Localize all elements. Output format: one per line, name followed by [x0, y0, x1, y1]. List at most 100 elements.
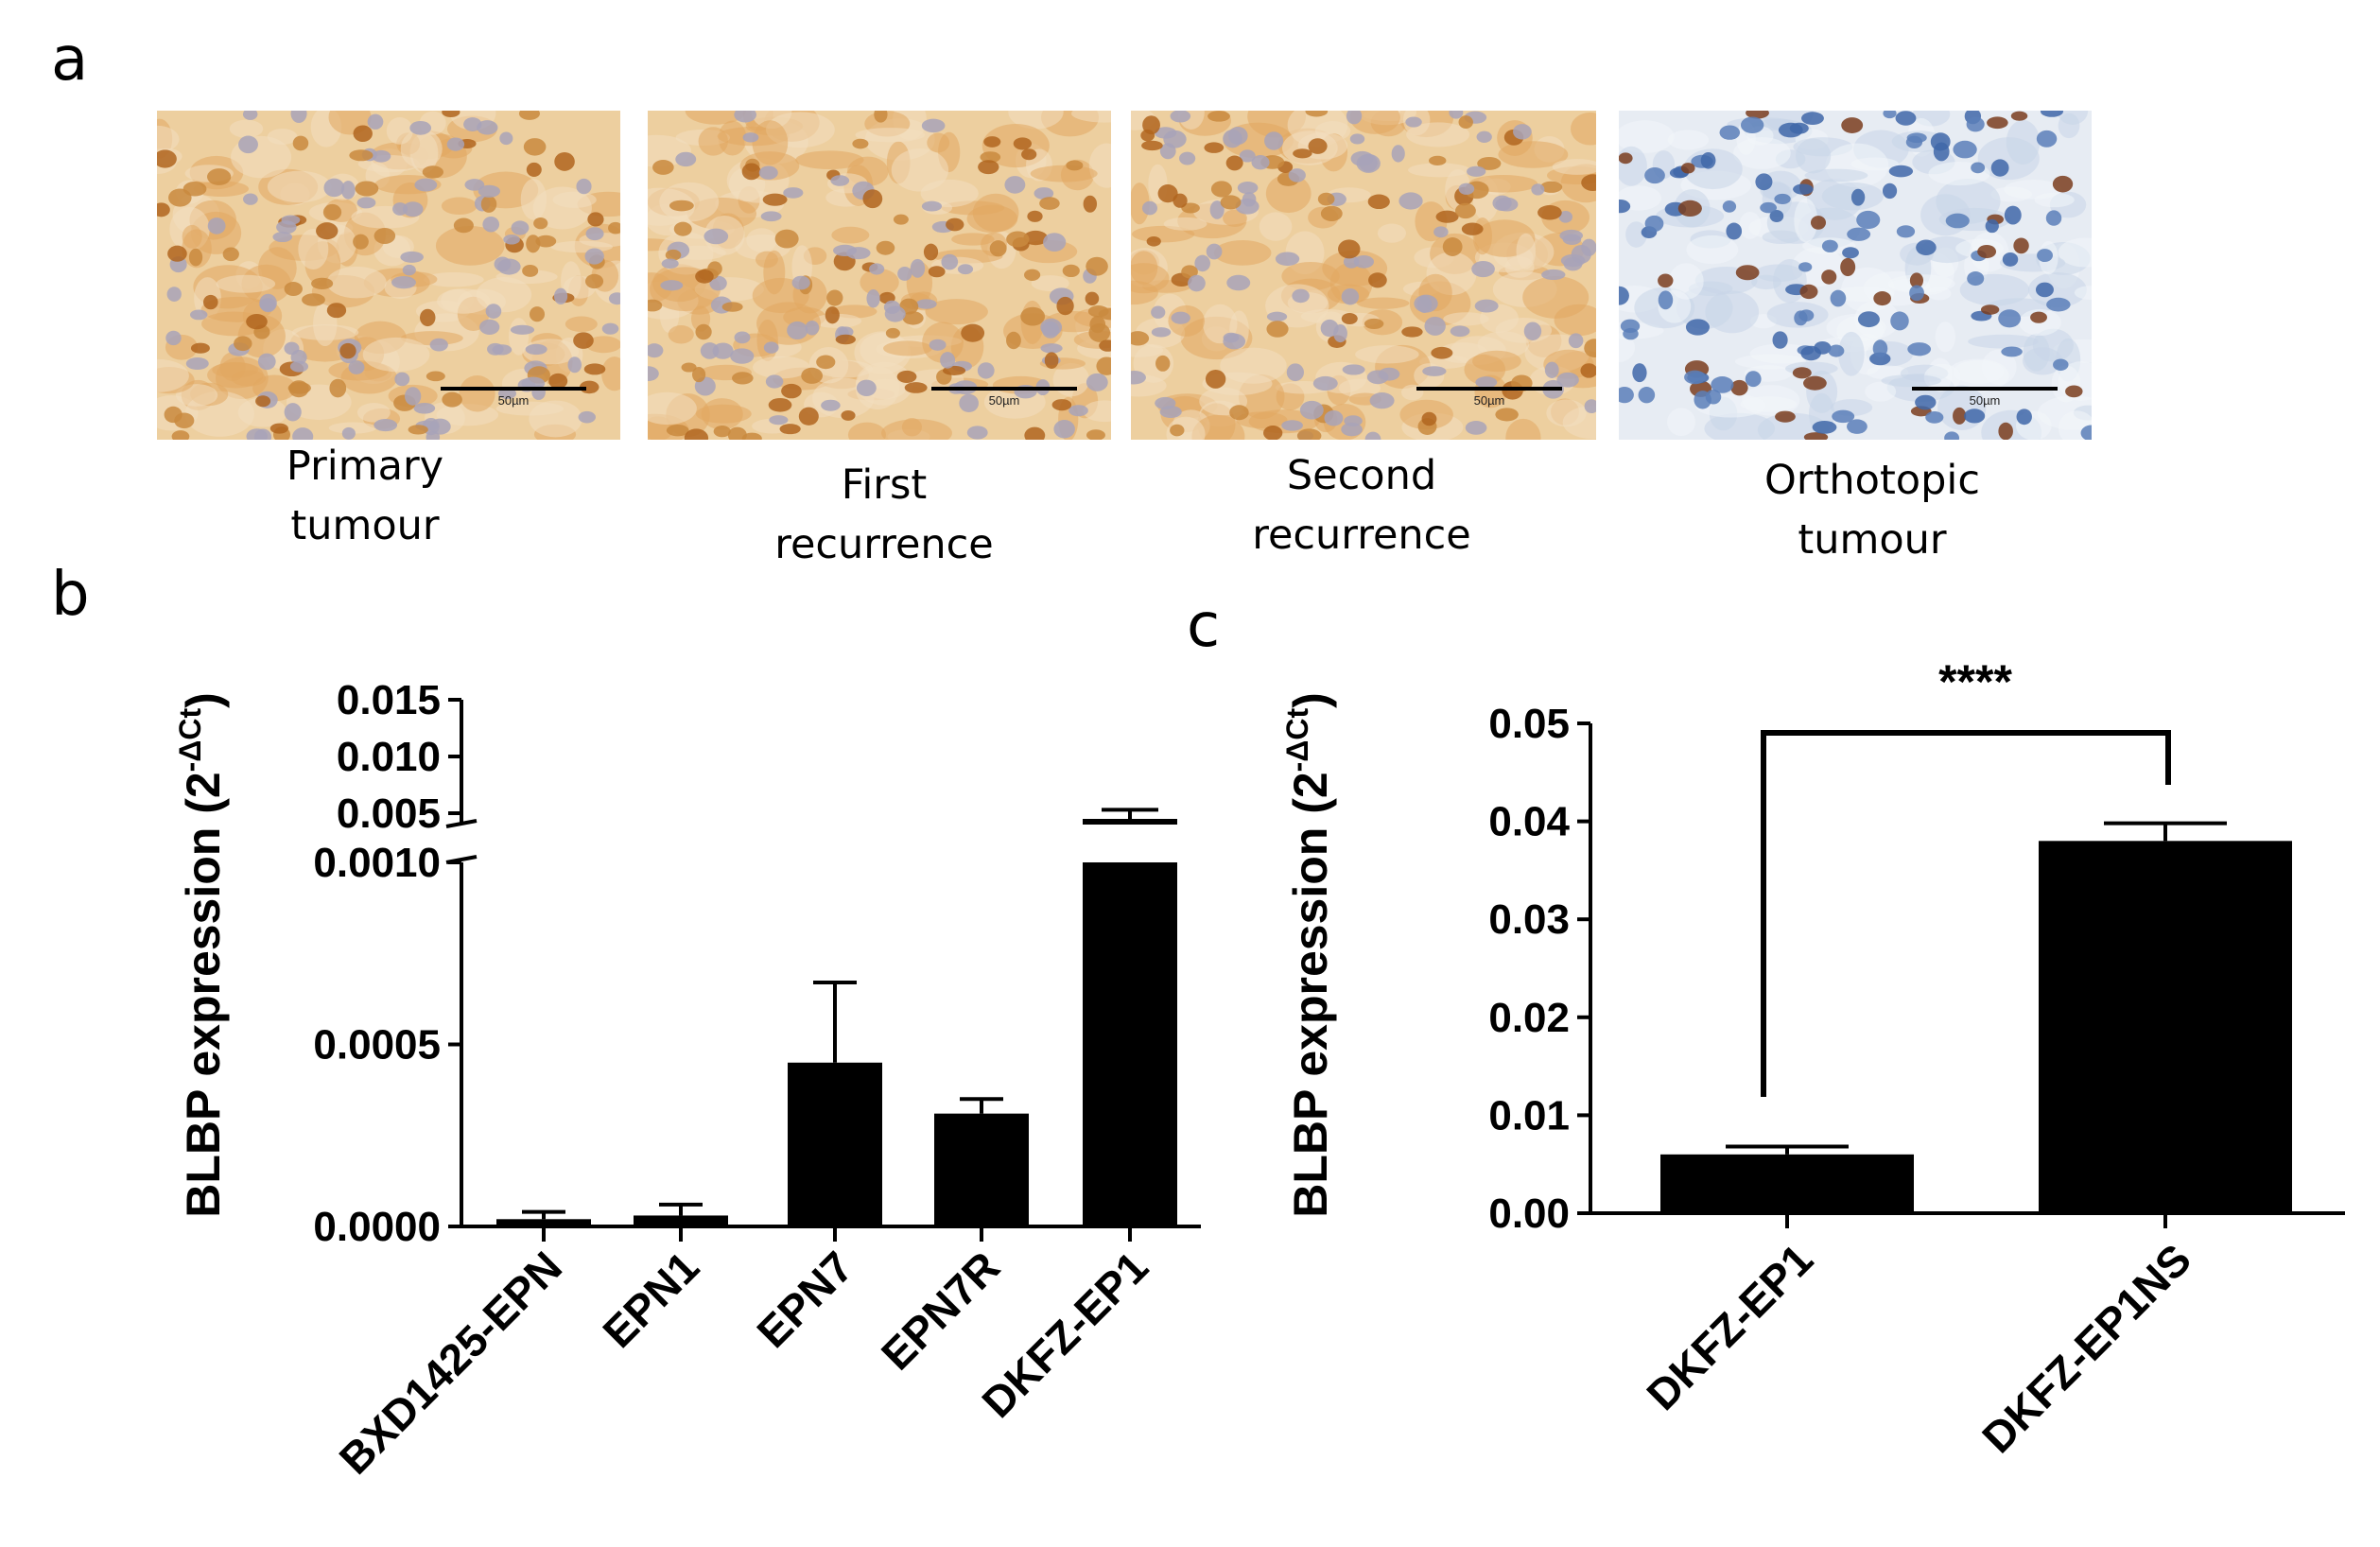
cell-nucleus	[202, 294, 218, 310]
x-tick-label: EPN7R	[872, 1242, 1009, 1379]
tissue-patch	[1131, 280, 1158, 305]
tissue-patch	[1953, 359, 2005, 384]
cell-nucleus	[1619, 152, 1633, 165]
micrograph-orthotopic-tumour: 50µm	[1619, 111, 2092, 440]
cell-nucleus	[601, 322, 619, 335]
cell-nucleus	[921, 118, 946, 133]
cell-nucleus	[322, 203, 342, 220]
tissue-patch	[883, 340, 932, 356]
cell-nucleus	[269, 423, 288, 434]
tissue-patch	[1349, 111, 1400, 134]
cell-nucleus	[1210, 181, 1232, 198]
cell-nucleus	[787, 321, 808, 340]
cell-nucleus	[929, 339, 947, 351]
tissue-patch	[459, 374, 495, 412]
cell-nucleus	[923, 243, 939, 261]
cell-nucleus	[1087, 305, 1109, 318]
cell-nucleus	[1235, 198, 1259, 215]
micrograph-first-recurrence: 50µm	[648, 111, 1111, 440]
tissue-patch	[1377, 223, 1406, 243]
cell-nucleus	[1544, 361, 1559, 378]
cell-nucleus	[648, 366, 659, 381]
cell-nucleus	[2045, 210, 2062, 226]
cell-nucleus	[1205, 370, 1226, 389]
cell-nucleus	[1226, 274, 1251, 291]
cell-nucleus	[525, 343, 547, 356]
cell-nucleus	[526, 162, 542, 177]
y-tick-label: 0.01	[1488, 1092, 1570, 1139]
tissue-patch	[267, 170, 332, 203]
cell-nucleus	[1188, 274, 1206, 292]
tissue-patch	[2057, 111, 2089, 125]
cell-nucleus	[774, 229, 799, 249]
cell-nucleus	[712, 342, 734, 359]
tissue-patch	[648, 391, 697, 426]
cell-nucleus	[426, 371, 445, 382]
cell-nucleus	[1040, 343, 1063, 354]
tissue-patch	[972, 193, 1019, 233]
tissue-patch	[1667, 130, 1710, 150]
cell-nucleus	[1099, 339, 1111, 352]
cell-nucleus	[1980, 304, 2000, 315]
cell-nucleus	[255, 395, 271, 408]
y-tick-label: 0.05	[1488, 701, 1570, 747]
cell-nucleus	[821, 399, 841, 411]
cell-nucleus	[1977, 244, 1997, 259]
cell-nucleus	[2040, 111, 2064, 117]
tissue-patch	[1071, 111, 1111, 123]
cell-nucleus	[503, 235, 520, 245]
cell-nucleus	[2080, 425, 2092, 440]
cell-nucleus	[1151, 305, 1166, 319]
cell-nucleus	[1039, 197, 1060, 210]
cell-nucleus	[1286, 363, 1304, 382]
bar	[634, 1215, 728, 1226]
tissue-patch	[1865, 381, 1897, 402]
cell-nucleus	[284, 282, 303, 297]
cell-nucleus	[2065, 385, 2083, 398]
cell-nucleus	[1364, 318, 1384, 329]
tissue-patch	[326, 266, 387, 299]
cell-nucleus	[402, 201, 424, 217]
cell-nucleus	[353, 234, 369, 250]
cell-nucleus	[567, 356, 582, 374]
cell-nucleus	[921, 200, 943, 212]
cell-nucleus	[1146, 235, 1161, 247]
cell-nucleus	[246, 313, 268, 330]
cell-nucleus	[479, 319, 500, 336]
cell-nucleus	[885, 327, 900, 339]
cell-nucleus	[1580, 363, 1596, 378]
significance-stars: ****	[1938, 655, 2012, 708]
x-tick-label: BXD1425-EPN	[330, 1242, 572, 1484]
tissue-patch	[328, 422, 377, 434]
tissue-patch	[1625, 221, 1647, 248]
cell-nucleus	[1086, 429, 1105, 440]
cell-nucleus	[695, 269, 714, 284]
cell-nucleus	[2037, 249, 2053, 263]
cell-nucleus	[1495, 197, 1519, 212]
cell-nucleus	[1623, 327, 1639, 340]
cell-nucleus	[652, 160, 674, 175]
y-axis-label: BLBP expression (2-ΔCt)	[173, 692, 230, 1218]
cell-nucleus	[1828, 344, 1845, 357]
tissue-patch	[291, 324, 359, 340]
cell-nucleus	[1584, 399, 1596, 413]
cell-nucleus	[529, 306, 546, 322]
cell-nucleus	[1368, 272, 1387, 288]
cell-nucleus	[1990, 159, 2009, 177]
cell-nucleus	[1040, 318, 1063, 337]
cell-nucleus	[1694, 391, 1711, 409]
tissue-patch	[2074, 286, 2092, 300]
cell-nucleus	[2013, 237, 2029, 254]
tissue-patch	[1083, 400, 1111, 423]
cell-nucleus	[1856, 210, 1881, 230]
cell-nucleus	[1154, 127, 1177, 139]
cell-nucleus	[1916, 239, 1937, 255]
tissue-patch	[495, 401, 565, 416]
cell-nucleus	[957, 264, 974, 275]
cell-nucleus	[1638, 387, 1656, 404]
cell-nucleus	[1740, 116, 1764, 134]
cell-nucleus	[896, 370, 917, 383]
cell-nucleus	[290, 349, 307, 365]
cell-nucleus	[1658, 290, 1674, 310]
bar	[2039, 841, 2292, 1213]
